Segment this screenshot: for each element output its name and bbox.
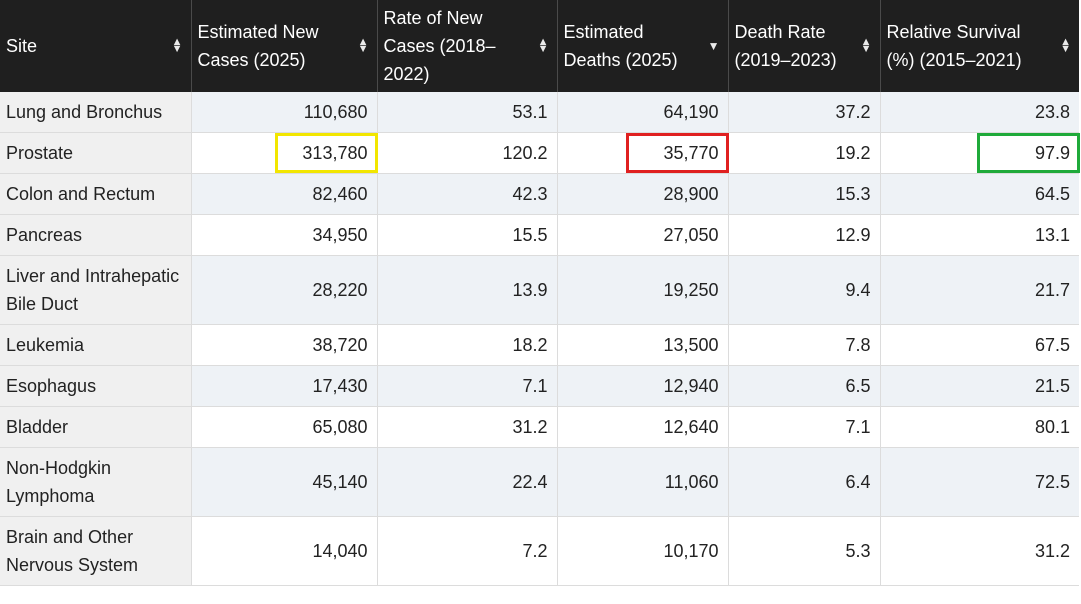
sort-desc-icon[interactable]: ▼ [707, 39, 720, 53]
cell-relative-survival-2015-2021: 80.1 [880, 406, 1079, 448]
cell-rate-of-new-cases-2018-2022: 31.2 [377, 406, 558, 448]
column-header-rate-of-new-cases-2018-2022[interactable]: Rate of New Cases (2018–2022) ▲ ▼ [377, 0, 558, 92]
column-header-label: Site [6, 36, 38, 56]
cell-rate-of-new-cases-2018-2022: 53.1 [377, 92, 558, 133]
site-cell: Colon and Rectum [0, 173, 192, 215]
cell-estimated-deaths-2025: 12,940 [557, 365, 729, 407]
cell-estimated-new-cases-2025: 65,080 [191, 406, 378, 448]
cancer-statistics-table: Site ▲ ▼ Estimated New Cases (2025) ▲ ▼ Rate o… [0, 0, 1080, 586]
cell-estimated-deaths-2025: 12,640 [557, 406, 729, 448]
highlight-box [625, 133, 729, 173]
cell-death-rate-2019-2023: 37.2 [728, 92, 881, 133]
header-row: Site ▲ ▼ Estimated New Cases (2025) ▲ ▼ Rate o… [0, 0, 1079, 92]
site-cell: Lung and Bronchus [0, 92, 192, 133]
table-header: Site ▲ ▼ Estimated New Cases (2025) ▲ ▼ Rate o… [0, 0, 1079, 92]
table-body: Lung and Bronchus 110,680 53.1 64,190 37.2 23… [0, 92, 1080, 586]
sort-icon[interactable]: ▲ ▼ [357, 36, 369, 55]
cell-estimated-deaths-2025: 19,250 [557, 255, 729, 325]
cell-relative-survival-2015-2021: 97.9 [880, 132, 1080, 174]
cell-death-rate-2019-2023: 6.5 [728, 365, 881, 407]
cell-death-rate-2019-2023: 15.3 [728, 173, 881, 215]
cell-rate-of-new-cases-2018-2022: 7.2 [377, 516, 558, 586]
cell-estimated-deaths-2025: 13,500 [557, 324, 729, 366]
sort-icon[interactable]: ▲ ▼ [1060, 36, 1071, 55]
site-cell: Non-Hodgkin Lymphoma [0, 447, 192, 517]
site-cell: Pancreas [0, 214, 192, 256]
table-row: Brain and Other Nervous System 14,040 7.2 1… [0, 516, 1079, 586]
cell-rate-of-new-cases-2018-2022: 15.5 [377, 214, 558, 256]
cell-rate-of-new-cases-2018-2022: 7.1 [377, 365, 558, 407]
table-row: Pancreas 34,950 15.5 27,050 12.9 13.1 [0, 214, 1079, 256]
cell-death-rate-2019-2023: 19.2 [728, 132, 881, 174]
cell-estimated-new-cases-2025: 110,680 [191, 92, 378, 133]
cell-rate-of-new-cases-2018-2022: 13.9 [377, 255, 558, 325]
column-header-label: Estimated Deaths (2025) [563, 22, 678, 70]
table-row: Colon and Rectum 82,460 42.3 28,900 15.3 64.5 [0, 173, 1079, 215]
cell-relative-survival-2015-2021: 64.5 [880, 173, 1079, 215]
cell-estimated-new-cases-2025: 45,140 [191, 447, 378, 517]
cell-death-rate-2019-2023: 12.9 [728, 214, 881, 256]
sort-icon[interactable]: ▲ ▼ [537, 36, 549, 55]
column-header-site[interactable]: Site ▲ ▼ [0, 0, 192, 92]
column-header-label: Death Rate (2019–2023) [734, 22, 837, 70]
table-row: Lung and Bronchus 110,680 53.1 64,190 37.2 23… [0, 92, 1079, 133]
column-header-relative-survival-2015-2021[interactable]: Relative Survival (%) (2015–2021) ▲ ▼ [880, 0, 1079, 92]
table-row: Esophagus 17,430 7.1 12,940 6.5 21.5 [0, 365, 1079, 407]
sort-icon[interactable]: ▲ ▼ [860, 36, 872, 55]
cell-rate-of-new-cases-2018-2022: 22.4 [377, 447, 558, 517]
sort-icon[interactable]: ▲ ▼ [171, 36, 183, 55]
column-header-estimated-deaths-2025[interactable]: Estimated Deaths (2025) ▼ [557, 0, 729, 92]
column-header-label: Relative Survival (%) (2015–2021) [886, 22, 1022, 70]
table-row: Leukemia 38,720 18.2 13,500 7.8 67.5 [0, 324, 1079, 366]
cell-death-rate-2019-2023: 7.1 [728, 406, 881, 448]
cell-relative-survival-2015-2021: 72.5 [880, 447, 1079, 517]
cell-estimated-new-cases-2025: 313,780 [191, 132, 378, 174]
cell-death-rate-2019-2023: 6.4 [728, 447, 881, 517]
cell-death-rate-2019-2023: 5.3 [728, 516, 881, 586]
column-header-label: Rate of New Cases (2018–2022) [383, 8, 496, 84]
highlight-box [976, 133, 1080, 173]
cell-relative-survival-2015-2021: 13.1 [880, 214, 1079, 256]
cell-relative-survival-2015-2021: 67.5 [880, 324, 1079, 366]
table-row: Liver and Intrahepatic Bile Duct 28,220 13… [0, 255, 1079, 325]
cell-rate-of-new-cases-2018-2022: 42.3 [377, 173, 558, 215]
site-cell: Liver and Intrahepatic Bile Duct [0, 255, 192, 325]
cell-estimated-new-cases-2025: 17,430 [191, 365, 378, 407]
cell-estimated-deaths-2025: 64,190 [557, 92, 729, 133]
column-header-death-rate-2019-2023[interactable]: Death Rate (2019–2023) ▲ ▼ [728, 0, 881, 92]
table-row: Prostate 313,780 120.2 35,770 19.2 97.9 [0, 132, 1080, 174]
site-cell: Brain and Other Nervous System [0, 516, 192, 586]
site-cell: Prostate [0, 132, 192, 174]
cell-death-rate-2019-2023: 9.4 [728, 255, 881, 325]
cell-estimated-deaths-2025: 11,060 [557, 447, 729, 517]
cell-estimated-new-cases-2025: 82,460 [191, 173, 378, 215]
cell-relative-survival-2015-2021: 31.2 [880, 516, 1079, 586]
column-header-estimated-new-cases-2025[interactable]: Estimated New Cases (2025) ▲ ▼ [191, 0, 378, 92]
cell-estimated-new-cases-2025: 38,720 [191, 324, 378, 366]
table-row: Bladder 65,080 31.2 12,640 7.1 80.1 [0, 406, 1079, 448]
highlight-box [274, 133, 378, 173]
site-cell: Esophagus [0, 365, 192, 407]
table-row: Non-Hodgkin Lymphoma 45,140 22.4 11,060 6.4 7… [0, 447, 1079, 517]
cell-estimated-deaths-2025: 28,900 [557, 173, 729, 215]
column-header-label: Estimated New Cases (2025) [197, 22, 319, 70]
cell-relative-survival-2015-2021: 21.5 [880, 365, 1079, 407]
cell-rate-of-new-cases-2018-2022: 18.2 [377, 324, 558, 366]
cell-estimated-deaths-2025: 10,170 [557, 516, 729, 586]
cell-death-rate-2019-2023: 7.8 [728, 324, 881, 366]
cell-estimated-new-cases-2025: 28,220 [191, 255, 378, 325]
cell-estimated-new-cases-2025: 14,040 [191, 516, 378, 586]
cell-relative-survival-2015-2021: 21.7 [880, 255, 1079, 325]
cell-rate-of-new-cases-2018-2022: 120.2 [377, 132, 558, 174]
site-cell: Leukemia [0, 324, 192, 366]
site-cell: Bladder [0, 406, 192, 448]
cell-estimated-deaths-2025: 27,050 [557, 214, 729, 256]
cell-relative-survival-2015-2021: 23.8 [880, 92, 1079, 133]
cell-estimated-new-cases-2025: 34,950 [191, 214, 378, 256]
cell-estimated-deaths-2025: 35,770 [557, 132, 729, 174]
